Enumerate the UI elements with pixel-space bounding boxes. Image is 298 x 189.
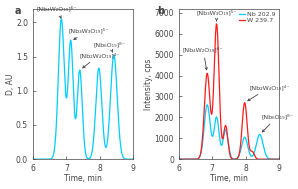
Text: b: b xyxy=(157,6,164,15)
X-axis label: Time, min: Time, min xyxy=(64,174,102,184)
Text: a: a xyxy=(15,6,21,15)
Y-axis label: D, AU: D, AU xyxy=(6,73,15,94)
Text: [Nb₄W₂O₁₉]⁶⁻: [Nb₄W₂O₁₉]⁶⁻ xyxy=(37,6,77,18)
Legend: Nb 202.9, W 239.7: Nb 202.9, W 239.7 xyxy=(237,9,279,26)
Text: [Nb₃W₃O₁₉]⁵⁻: [Nb₃W₃O₁₉]⁵⁻ xyxy=(68,28,109,40)
Text: [Nb₃W₃O₁₉]⁵⁻: [Nb₃W₃O₁₉]⁵⁻ xyxy=(196,9,237,21)
Text: [Nb₆O₁₉]⁸⁻: [Nb₆O₁₉]⁸⁻ xyxy=(93,41,125,52)
X-axis label: Time, min: Time, min xyxy=(210,174,248,184)
Text: [Nb₂W₄O₁₉]⁴⁻: [Nb₂W₄O₁₉]⁴⁻ xyxy=(79,52,119,68)
Text: [Nb₂W₄O₁₉]⁴⁻: [Nb₂W₄O₁₉]⁴⁻ xyxy=(248,84,290,101)
Y-axis label: Intensity, cps: Intensity, cps xyxy=(144,58,153,110)
Text: [Nb₄W₂O₁₉]⁶⁻: [Nb₄W₂O₁₉]⁶⁻ xyxy=(183,47,224,70)
Text: [Nb₆O₁₉]⁸⁻: [Nb₆O₁₉]⁸⁻ xyxy=(261,114,293,132)
